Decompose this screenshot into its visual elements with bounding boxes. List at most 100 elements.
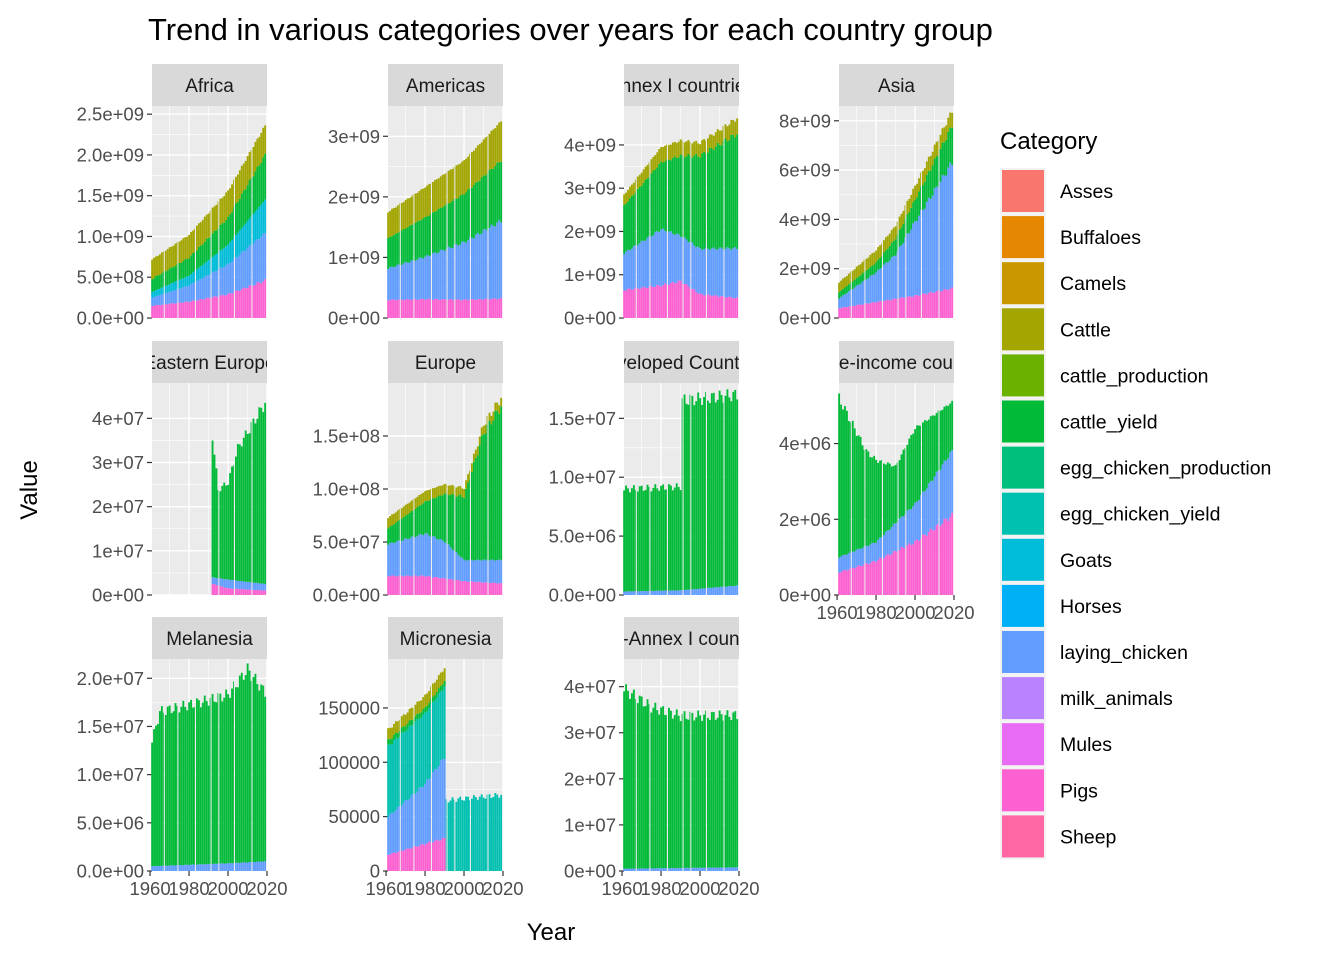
bar-segment-laying-chicken (406, 262, 409, 299)
bar-segment-pigs (492, 298, 495, 318)
legend-label: cattle_yield (1060, 412, 1158, 434)
bar-segment-cattle-yield (881, 459, 882, 538)
bar-segment-cattle-yield (406, 514, 409, 539)
bar-segment-pigs (254, 284, 257, 318)
bar-segment-pigs (629, 288, 631, 318)
bar-segment-pigs (898, 298, 901, 318)
bar-segment-cattle (398, 720, 400, 732)
bar-segment-egg-chicken-yield (404, 731, 407, 800)
bar-segment-cattle (500, 397, 503, 407)
bar-segment-pigs (157, 304, 159, 318)
bar-segment-cattle-yield (890, 466, 893, 527)
chart-title: Trend in various categories over years f… (148, 12, 993, 47)
bar-segment-cattle-yield (432, 498, 434, 537)
bar-segment-pigs (387, 854, 390, 871)
bar-segment-cattle-yield (387, 739, 390, 745)
y-tick-label: 4e+07 (92, 408, 144, 429)
bar-segment-laying-chicken (217, 578, 219, 586)
bar-segment-cattle-yield (662, 484, 665, 591)
bar-segment-cattle (873, 252, 876, 265)
bar-segment-laying-chicken (840, 556, 843, 573)
bar-segment-pigs (402, 850, 405, 871)
bar-segment-laying-chicken (736, 867, 739, 871)
legend-item-asses: Asses (1000, 168, 1113, 214)
bar-segment-pigs (847, 569, 850, 595)
bar-segment-egg-chicken-yield (428, 708, 430, 780)
bar-segment-cattle-yield (873, 264, 876, 275)
bar-segment-cattle-yield (252, 418, 255, 583)
y-tick-label: 5.0e+06 (77, 812, 144, 833)
legend-swatch (1002, 723, 1044, 766)
bar-segment-laying-chicken (726, 586, 729, 595)
bar-segment-cattle (213, 206, 216, 231)
bar-segment-pigs (861, 304, 864, 318)
bar-segment-pigs (203, 299, 206, 318)
bar-segment-cattle (387, 518, 390, 529)
bar-segment-laying-chicken (853, 287, 856, 306)
bar-segment-cattle-yield (703, 714, 705, 868)
bar-segment-cattle (494, 128, 497, 167)
bar-segment-pigs (404, 299, 407, 318)
bar-segment-cattle (402, 714, 405, 727)
bar-segment-pigs (394, 852, 397, 871)
bar-segment-laying-chicken (465, 242, 468, 300)
legend-swatch (1002, 262, 1044, 305)
bar-segment-cattle (406, 198, 409, 228)
bar-segment-pigs (912, 296, 915, 318)
bar-segment-cattle (433, 180, 436, 213)
bar-segment-pigs (459, 580, 462, 595)
bar-segment-cattle (498, 405, 501, 414)
bar-segment-egg-chicken-yield (389, 744, 392, 815)
bar-segment-cattle-yield (710, 148, 713, 249)
bar-segment-cattle-yield (215, 468, 218, 579)
y-tick-label: 4e+09 (779, 209, 831, 230)
bar-segment-pigs (910, 296, 913, 318)
bar-segment-cattle-yield (840, 290, 843, 297)
bar-segment-cattle-yield (231, 688, 233, 864)
bar-segment-cattle (428, 184, 430, 216)
bar-segment-cattle-yield (712, 149, 715, 248)
bar-segment-cattle (172, 245, 175, 268)
bar-segment-cattle (908, 198, 911, 213)
bar-segment-cattle-yield (422, 503, 425, 536)
bar-segment-pigs (393, 299, 395, 318)
bar-segment-laying-chicken (393, 812, 395, 853)
bar-segment-laying-chicken (500, 560, 503, 583)
legend-item-cattle-yield: cattle_yield (1000, 398, 1158, 445)
bar-segment-pigs (219, 586, 222, 595)
bar-segment-pigs (426, 576, 429, 595)
bar-segment-cattle-yield (240, 193, 243, 228)
bar-segment-cattle-yield (174, 265, 177, 282)
bar-segment-cattle-yield (646, 178, 649, 238)
bar-segment-laying-chicken (660, 229, 663, 287)
bar-segment-cattle (186, 236, 189, 259)
bar-segment-pigs (221, 586, 224, 595)
bar-segment-pigs (264, 590, 267, 595)
facet-strip (624, 341, 739, 383)
y-tick-label: 0e+00 (564, 308, 616, 329)
bar-segment-pigs (884, 300, 887, 318)
bar-segment-cattle-yield (691, 395, 694, 590)
bar-segment-pigs (233, 292, 234, 318)
bar-segment-laying-chicken (875, 542, 878, 563)
bar-segment-laying-chicken (248, 581, 251, 590)
y-tick-label: 2e+09 (564, 221, 616, 242)
bar-segment-laying-chicken (422, 535, 425, 576)
bar-segment-laying-chicken (726, 867, 729, 871)
bar-segment-cattle (406, 503, 409, 515)
bar-segment-cattle-yield (182, 261, 185, 279)
bar-segment-cattle-yield (412, 224, 414, 260)
bar-segment-laying-chicken (416, 259, 419, 300)
bar-segment-cattle (435, 679, 438, 693)
bar-segment-laying-chicken (235, 862, 237, 871)
bar-segment-pigs (217, 585, 219, 595)
bar-segment-cattle (945, 125, 948, 140)
bar-segment-pigs (500, 297, 503, 318)
bar-segment-pigs (400, 850, 403, 871)
bar-segment-cattle-yield (153, 278, 156, 292)
bar-segment-goats (235, 235, 237, 258)
bar-segment-cattle-yield (718, 144, 721, 248)
bar-segment-cattle-yield (883, 463, 885, 536)
bar-segment-laying-chicken (845, 554, 848, 571)
bar-segment-cattle-yield (157, 275, 159, 290)
